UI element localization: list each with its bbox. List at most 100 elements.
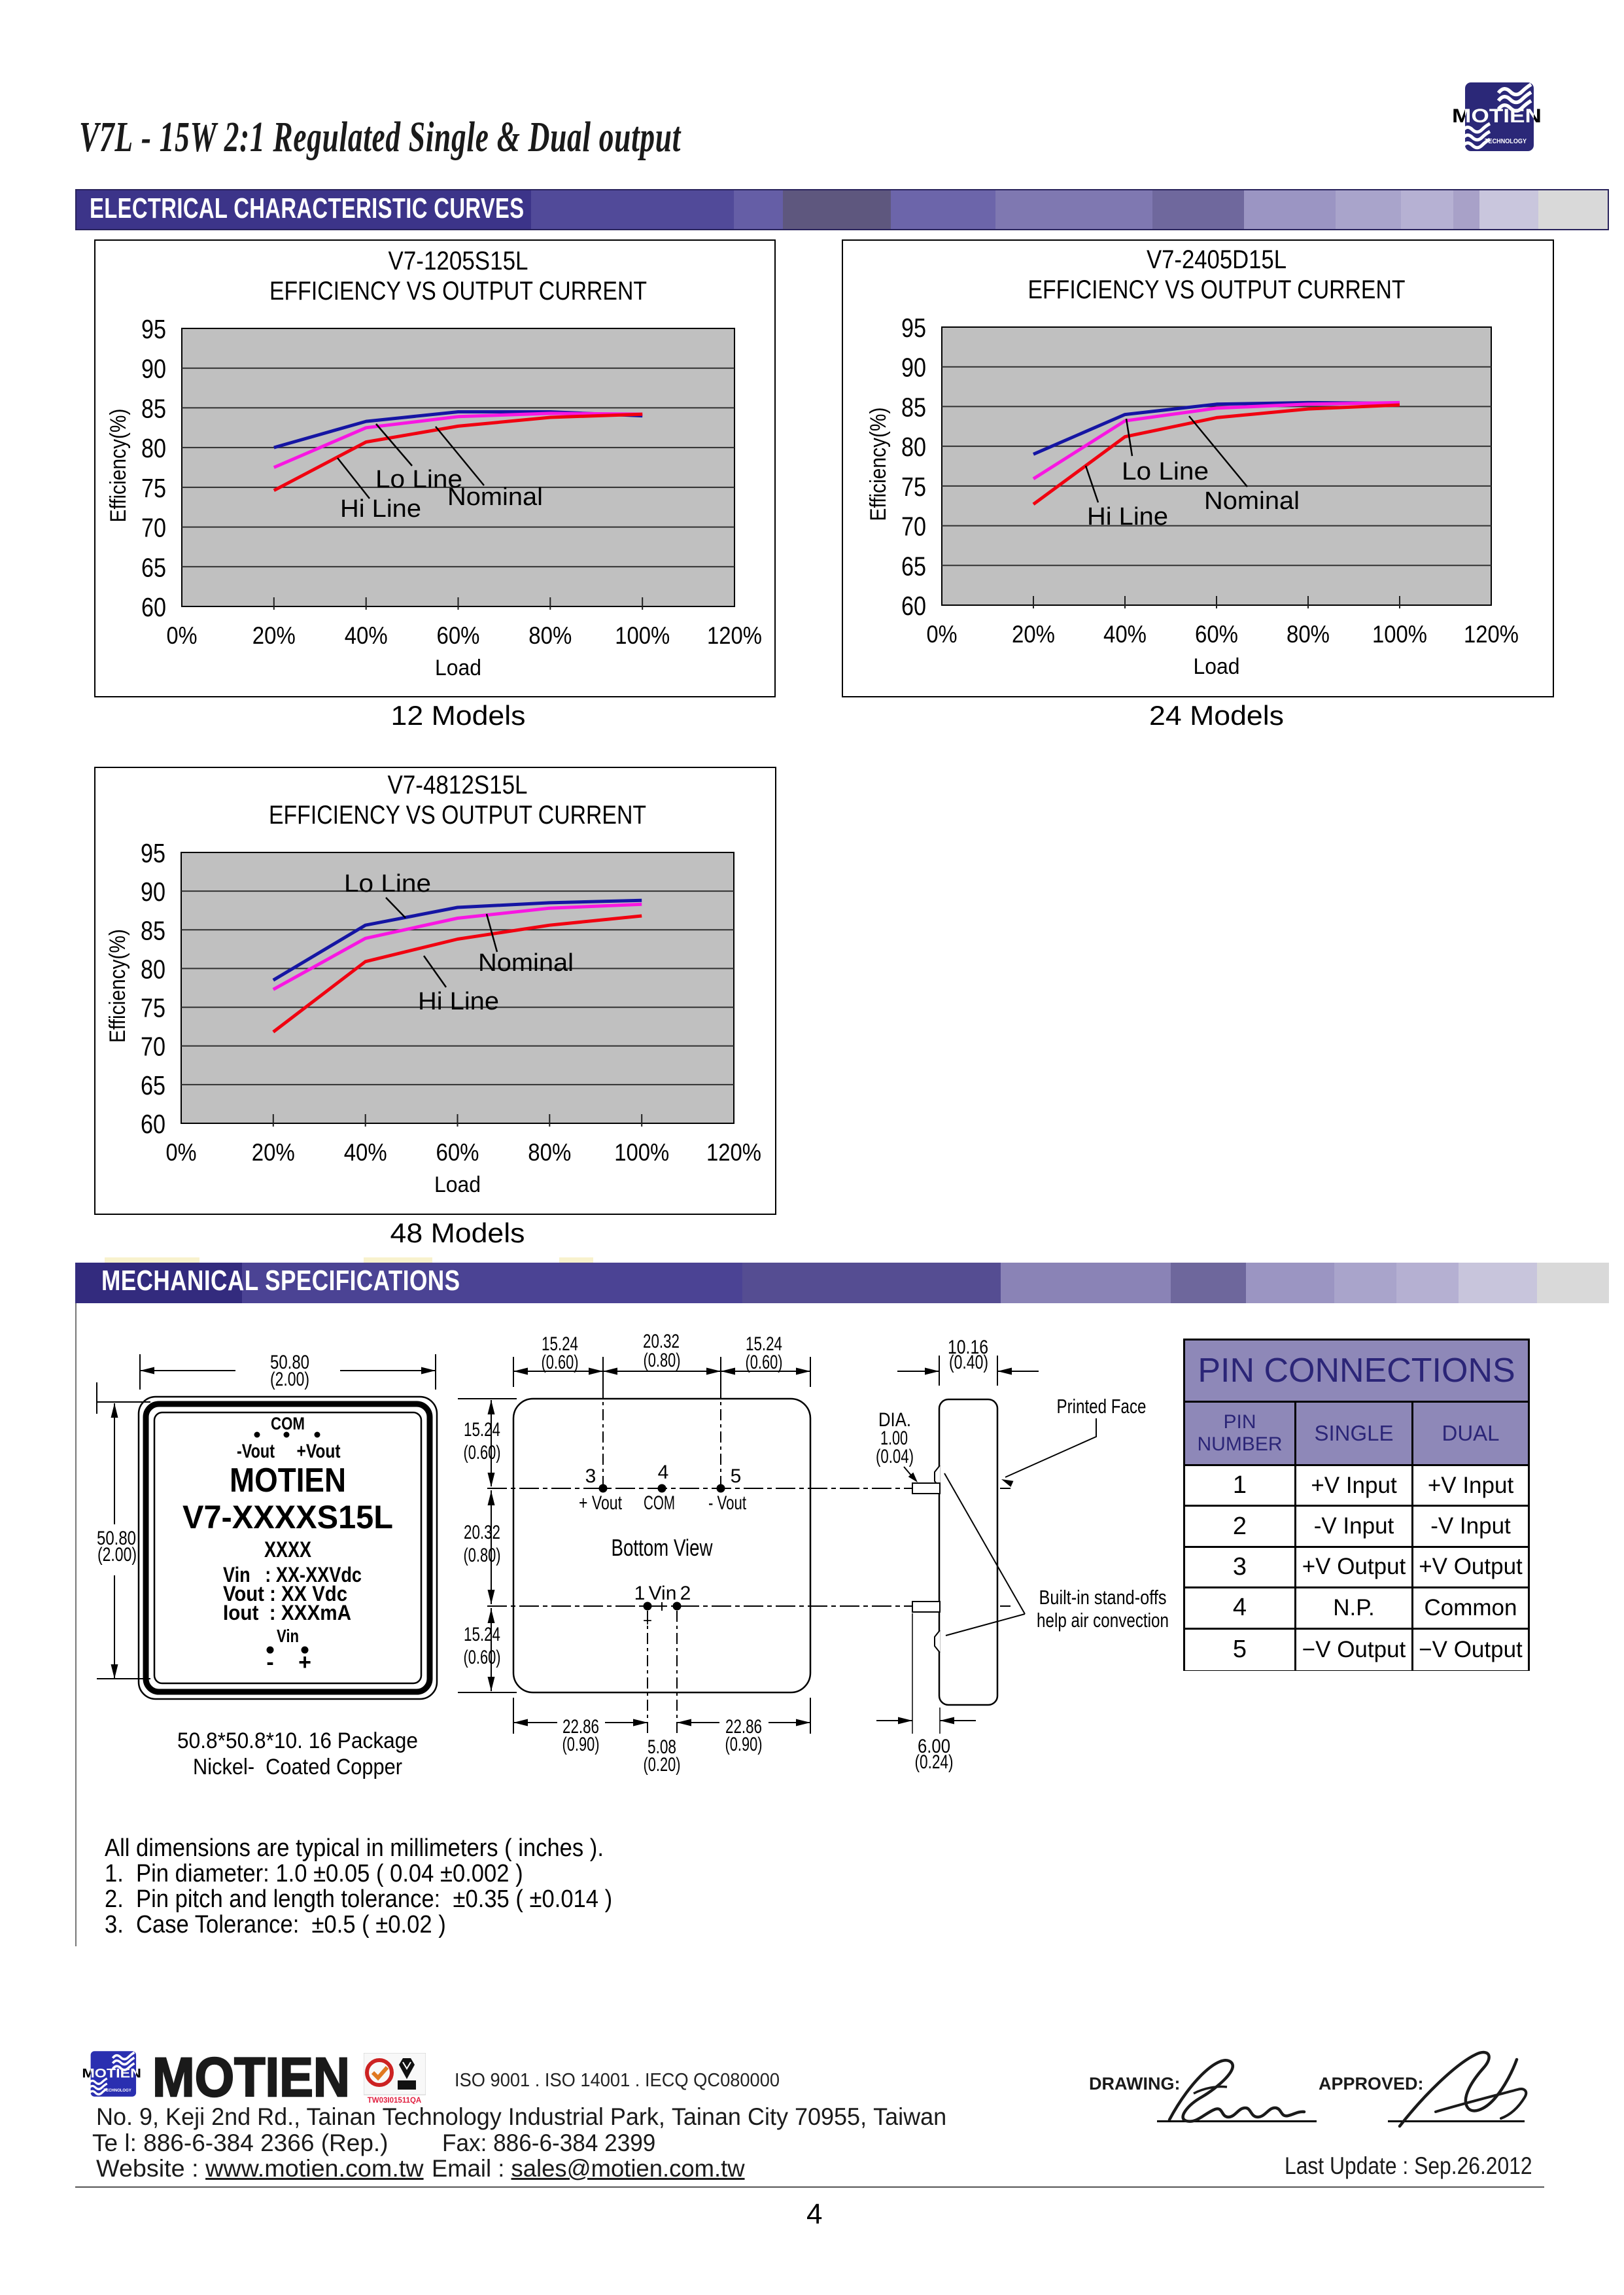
- svg-text:75: 75: [141, 993, 165, 1023]
- svg-text:V7-XXXXS15L: V7-XXXXS15L: [182, 1499, 393, 1535]
- svg-text:0%: 0%: [167, 622, 198, 649]
- svg-text:40%: 40%: [344, 1139, 387, 1166]
- svg-text:TECHNOLOGY: TECHNOLOGY: [103, 2088, 131, 2093]
- svg-text:(0.60): (0.60): [542, 1352, 579, 1373]
- svg-text:60: 60: [141, 592, 166, 622]
- svg-text:- Vout: - Vout: [708, 1492, 746, 1514]
- svg-text:+Vout: +Vout: [297, 1441, 341, 1462]
- svg-text:15.24: 15.24: [464, 1624, 500, 1645]
- svg-text:Printed Face: Printed Face: [1057, 1395, 1147, 1418]
- svg-text:(0.90): (0.90): [725, 1734, 763, 1755]
- svg-text:120%: 120%: [707, 622, 762, 649]
- svg-text:Vin: Vin: [277, 1626, 299, 1646]
- svg-text:Nominal: Nominal: [1204, 487, 1300, 515]
- svg-text:60%: 60%: [436, 1139, 479, 1166]
- svg-text:60: 60: [141, 1109, 165, 1139]
- svg-text:50.8*50.8*10. 16 Package: 50.8*50.8*10. 16 Package: [177, 1728, 418, 1753]
- svg-text:65: 65: [141, 552, 166, 582]
- svg-text:95: 95: [901, 313, 926, 343]
- svg-text:85: 85: [901, 392, 926, 422]
- svg-text:60%: 60%: [437, 622, 480, 649]
- svg-text:48 Models: 48 Models: [390, 1218, 525, 1248]
- svg-text:MOTIEN: MOTIEN: [1452, 105, 1542, 127]
- svg-text:(2.00): (2.00): [97, 1544, 137, 1566]
- svg-text:Lo Line: Lo Line: [1122, 458, 1209, 485]
- svg-text:20%: 20%: [1012, 621, 1055, 648]
- svg-text:Load: Load: [434, 1172, 481, 1197]
- svg-text:20.32: 20.32: [464, 1522, 500, 1543]
- svg-text:15.24: 15.24: [542, 1333, 578, 1355]
- svg-text:COM: COM: [271, 1414, 305, 1433]
- svg-text:100%: 100%: [615, 622, 670, 649]
- svg-text:Lo Line: Lo Line: [375, 466, 462, 493]
- svg-text:(0.20): (0.20): [644, 1754, 681, 1776]
- svg-text:0%: 0%: [166, 1139, 197, 1166]
- svg-text:15.24: 15.24: [464, 1419, 500, 1441]
- svg-text:24 Models: 24 Models: [1149, 700, 1284, 731]
- svg-text:90: 90: [901, 353, 926, 383]
- svg-text:50.80: 50.80: [97, 1528, 136, 1549]
- svg-text:100%: 100%: [614, 1139, 669, 1166]
- svg-text:Efficiency(%): Efficiency(%): [106, 409, 131, 523]
- svg-text:XXXX: XXXX: [264, 1537, 311, 1562]
- svg-text:40%: 40%: [345, 622, 388, 649]
- svg-text:100%: 100%: [1372, 621, 1427, 648]
- svg-text:EFFICIENCY VS OUTPUT CURRENT: EFFICIENCY VS OUTPUT CURRENT: [269, 277, 647, 306]
- svg-text:80%: 80%: [528, 622, 572, 649]
- svg-text:6.00: 6.00: [918, 1736, 950, 1757]
- svg-text:15.24: 15.24: [746, 1333, 782, 1355]
- svg-text:EFFICIENCY VS OUTPUT CURRENT: EFFICIENCY VS OUTPUT CURRENT: [1028, 275, 1406, 304]
- svg-text:+: +: [298, 1650, 311, 1675]
- svg-text:20%: 20%: [252, 1139, 295, 1166]
- svg-text:10.16: 10.16: [948, 1337, 988, 1358]
- svg-text:(0.60): (0.60): [464, 1442, 501, 1463]
- svg-text:70: 70: [901, 512, 926, 542]
- svg-text:20%: 20%: [252, 622, 296, 649]
- svg-text:MOTIEN: MOTIEN: [82, 2067, 141, 2081]
- svg-text:70: 70: [141, 513, 166, 543]
- svg-text:0%: 0%: [927, 621, 958, 648]
- svg-text:(0.60): (0.60): [746, 1352, 783, 1373]
- svg-text:Vout : XX Vdc: Vout : XX Vdc: [223, 1582, 347, 1605]
- svg-text:(0.80): (0.80): [644, 1350, 681, 1371]
- svg-text:+ Vout: + Vout: [579, 1492, 623, 1514]
- svg-text:60%: 60%: [1195, 621, 1238, 648]
- svg-text:-Vout: -Vout: [237, 1441, 275, 1462]
- svg-text:(0.04): (0.04): [876, 1446, 914, 1467]
- svg-text:80%: 80%: [1287, 621, 1330, 648]
- svg-text:70: 70: [141, 1032, 165, 1062]
- svg-text:90: 90: [141, 354, 166, 384]
- svg-text:Vin: Vin: [649, 1583, 677, 1604]
- svg-text:85: 85: [141, 915, 165, 945]
- svg-text:65: 65: [141, 1070, 165, 1100]
- svg-text:Iout : XXXmA: Iout : XXXmA: [223, 1601, 351, 1624]
- svg-text:Load: Load: [435, 656, 481, 680]
- svg-text:80%: 80%: [528, 1139, 571, 1166]
- svg-text:22.86: 22.86: [562, 1716, 599, 1738]
- svg-text:Load: Load: [1194, 654, 1240, 679]
- svg-text:5.08: 5.08: [648, 1736, 676, 1758]
- svg-text:80: 80: [901, 432, 926, 462]
- svg-text:1.00: 1.00: [880, 1428, 908, 1449]
- svg-text:85: 85: [141, 393, 166, 423]
- svg-text:Hi Line: Hi Line: [340, 495, 421, 523]
- svg-text:75: 75: [141, 473, 166, 503]
- svg-text:95: 95: [141, 314, 166, 344]
- svg-text:Vin : XX-XXVdc: Vin : XX-XXVdc: [223, 1563, 362, 1586]
- svg-text:95: 95: [141, 838, 165, 868]
- svg-text:(0.90): (0.90): [562, 1734, 600, 1755]
- svg-text:5: 5: [731, 1465, 742, 1487]
- svg-text:Nominal: Nominal: [478, 949, 574, 977]
- svg-text:help air convection: help air convection: [1037, 1609, 1169, 1632]
- svg-text:MOTIEN: MOTIEN: [1452, 105, 1542, 127]
- svg-text:65: 65: [901, 551, 926, 581]
- svg-text:Bottom View: Bottom View: [612, 1534, 714, 1561]
- svg-text:-: -: [266, 1650, 273, 1675]
- svg-text:12 Models: 12 Models: [391, 700, 526, 731]
- svg-text:50.80: 50.80: [270, 1352, 309, 1373]
- svg-text:MOTIEN: MOTIEN: [230, 1462, 346, 1499]
- svg-text:60: 60: [901, 591, 926, 621]
- svg-text:120%: 120%: [706, 1139, 761, 1166]
- svg-text:120%: 120%: [1464, 621, 1519, 648]
- svg-text:4: 4: [658, 1462, 669, 1483]
